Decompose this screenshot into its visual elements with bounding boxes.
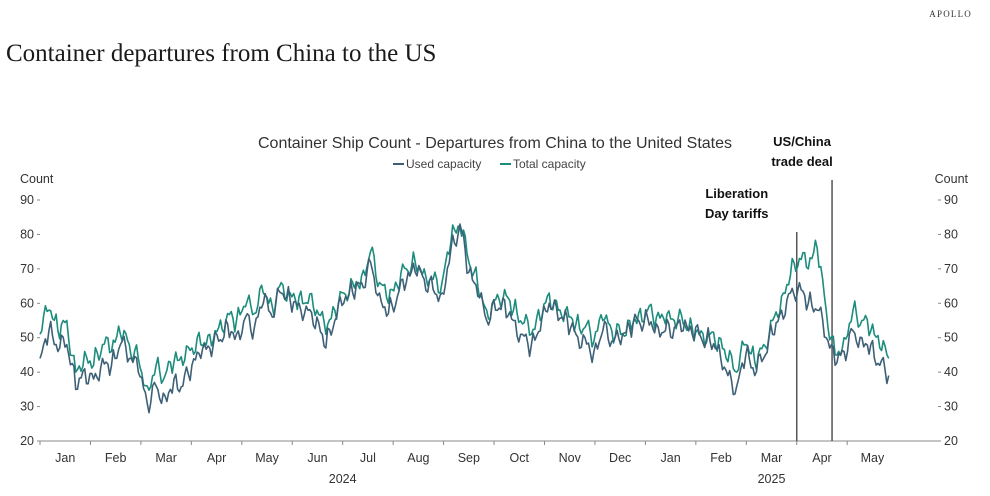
y-tick-right-label: 70	[944, 262, 958, 276]
y-tick-right-label: 50	[944, 331, 958, 345]
annotation-label-liberation-day: Day tariffs	[705, 206, 769, 221]
series-line-total	[39, 224, 890, 391]
y-tick-left-label: 60	[20, 296, 34, 310]
x-tick-label: Jan	[55, 451, 75, 465]
x-tick-label: Mar	[761, 451, 783, 465]
x-tick-label: Oct	[510, 451, 530, 465]
x-tick-label: Aug	[407, 451, 429, 465]
x-tick-label: Jul	[360, 451, 376, 465]
x-tick-label: Dec	[609, 451, 631, 465]
y-tick-left-label: 50	[20, 331, 34, 345]
annotation-label-trade-deal: US/China	[773, 134, 832, 149]
y-tick-left-label: 20	[20, 434, 34, 448]
page-title: Container departures from China to the U…	[6, 40, 437, 67]
x-tick-label: May	[861, 451, 885, 465]
y-tick-right-label: 60	[944, 296, 958, 310]
annotation-label-trade-deal: trade deal	[771, 154, 832, 169]
chart-title: Container Ship Count - Departures from C…	[258, 135, 732, 152]
y-tick-right-label: 30	[944, 400, 958, 414]
year-label-2024: 2024	[329, 472, 357, 486]
series-line-used	[39, 223, 890, 414]
y-tick-right-label: 80	[944, 227, 958, 241]
x-tick-label: Apr	[812, 451, 831, 465]
x-tick-label: Sep	[458, 451, 480, 465]
year-label-2025: 2025	[758, 472, 786, 486]
x-tick-label: Apr	[207, 451, 226, 465]
x-tick-label: Jan	[661, 451, 681, 465]
y-tick-left-label: 30	[20, 400, 34, 414]
y-tick-left-label: 90	[20, 193, 34, 207]
x-tick-label: Nov	[559, 451, 582, 465]
x-tick-label: Feb	[710, 451, 732, 465]
x-tick-label: May	[255, 451, 279, 465]
y-tick-right-label: 40	[944, 365, 958, 379]
brand-logo: APOLLO	[929, 9, 972, 19]
y-tick-left-label: 40	[20, 365, 34, 379]
y-tick-left-label: 80	[20, 227, 34, 241]
y-axis-left-label: Count	[20, 172, 54, 186]
y-tick-right-label: 20	[944, 434, 958, 448]
legend: Used capacity Total capacity	[393, 157, 586, 171]
y-tick-right-label: 90	[944, 193, 958, 207]
legend-total-label: Total capacity	[513, 157, 586, 171]
y-tick-left-label: 70	[20, 262, 34, 276]
annotation-label-liberation-day: Liberation	[705, 186, 768, 201]
x-tick-label: Feb	[105, 451, 127, 465]
x-tick-label: Mar	[155, 451, 177, 465]
y-axis-right-label: Count	[935, 172, 969, 186]
legend-used-label: Used capacity	[406, 157, 481, 171]
x-tick-label: Jun	[307, 451, 327, 465]
